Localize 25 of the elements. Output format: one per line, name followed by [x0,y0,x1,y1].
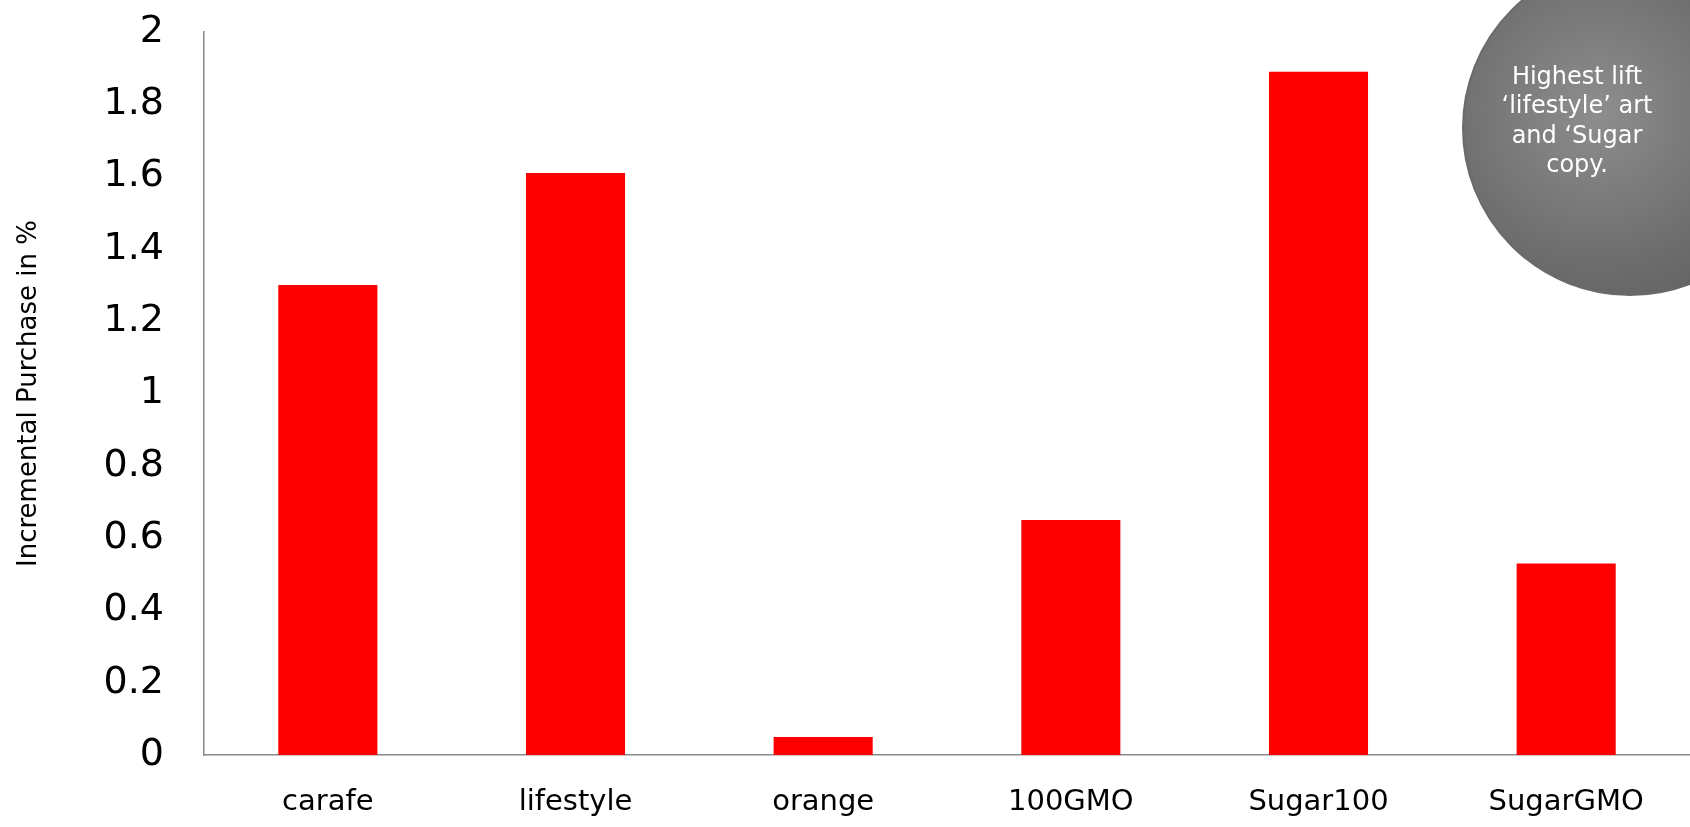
annotation: Highest lift ‘lifestyle’ art and ‘Sugar copy. [1500,62,1654,180]
x-tick-label: Sugar100 [1248,782,1389,817]
y-tick-label: 2 [139,6,164,51]
bar [773,736,873,755]
x-tick-label: carafe [282,782,374,817]
x-tick-label: 100GMO [1008,782,1134,817]
bar [1021,520,1121,755]
y-tick-label: 0 [139,729,164,774]
y-tick-label: 0.8 [103,440,164,485]
y-tick-label: 1.8 [103,79,164,124]
x-tick-label: orange [772,782,875,817]
y-tick-label: 0.6 [103,512,164,557]
bar [525,172,626,755]
bar [278,285,378,755]
y-tick-label: 0.2 [103,657,164,702]
x-tick-label: lifestyle [518,782,633,817]
y-tick-label: 0.4 [103,585,164,630]
y-tick-label: 1.6 [103,151,164,196]
bar [1268,71,1369,755]
y-tick-label: 1.2 [103,296,164,341]
y-tick-label: 1 [139,368,164,413]
y-axis-title: Incremental Purchase in % [12,220,43,567]
bar [1516,563,1616,755]
y-tick-label: 1.4 [103,223,164,268]
x-tick-label: SugarGMO [1488,782,1644,817]
